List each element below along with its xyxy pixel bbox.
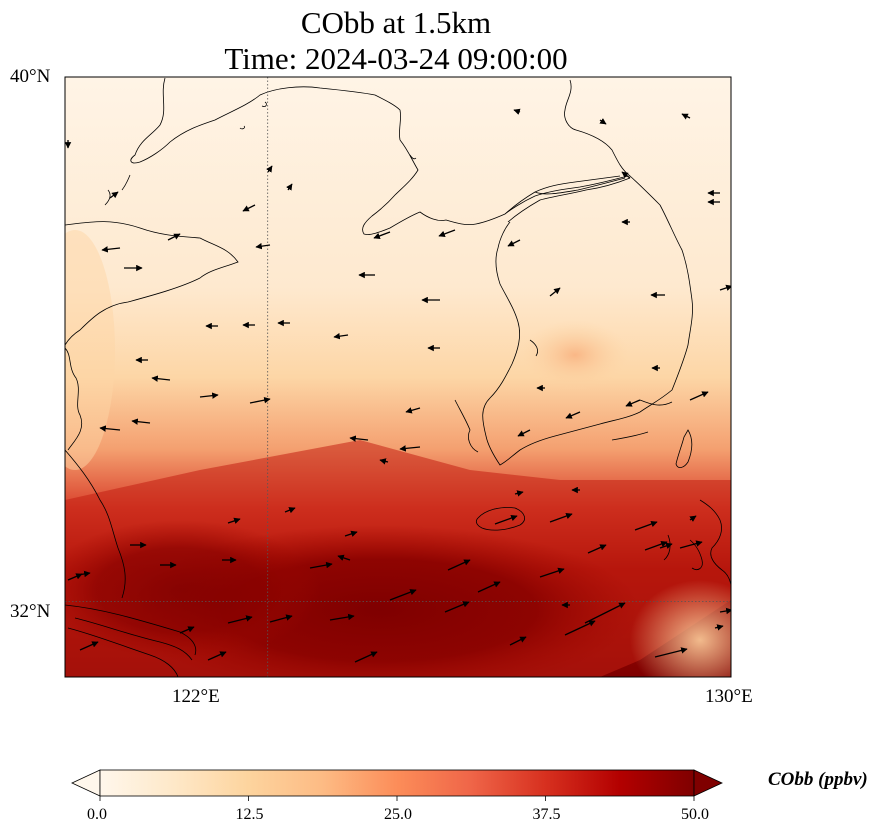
wind-arrow: [101, 246, 121, 253]
wind-arrow: [584, 602, 626, 624]
cobb-plume-core-west: [65, 520, 320, 660]
colorbar-label: CObb (ppbv): [768, 769, 868, 790]
wind-arrow: [329, 613, 355, 621]
wind-arrow: [689, 391, 709, 401]
wind-arrow: [379, 458, 389, 465]
wind-arrow: [151, 375, 171, 382]
colorbar-tick-label: 50.0: [681, 806, 709, 823]
wind-arrow: [131, 418, 151, 425]
wind-arrow: [249, 396, 271, 404]
lon-tick-label-122e: 122°E: [172, 686, 220, 707]
wind-arrow: [266, 165, 273, 173]
wind-arrow: [514, 490, 524, 497]
wind-arrow: [477, 581, 501, 593]
cobb-east-light: [630, 580, 731, 677]
wind-arrow: [337, 554, 351, 561]
wind-arrow: [679, 540, 703, 549]
wind-arrow: [517, 429, 531, 437]
wind-arrow: [399, 445, 421, 452]
wind-arrow: [599, 118, 607, 125]
colorbar-tick-label: 37.5: [532, 806, 561, 823]
wind-arrow: [621, 171, 631, 179]
wind-arrow: [509, 636, 527, 646]
wind-arrow: [634, 520, 658, 531]
wind-arrow: [654, 647, 688, 658]
wind-arrow: [255, 242, 271, 250]
wind-arrow: [242, 204, 256, 212]
wind-arrow: [644, 540, 668, 551]
wind-arrow: [513, 108, 521, 115]
wind-arrow: [565, 411, 581, 419]
colorbar-ticks: [99, 796, 695, 801]
colorbar-gradient: [99, 769, 695, 797]
wind-arrow: [681, 113, 691, 120]
wind-arrow: [227, 517, 241, 524]
wind-arrow: [389, 589, 417, 601]
wind-arrow: [286, 183, 293, 191]
wind-arrow: [625, 399, 641, 407]
map-gridlines: [65, 77, 731, 677]
wind-arrow: [269, 614, 293, 623]
wind-arrow: [349, 435, 369, 442]
wind-arrow: [587, 544, 607, 554]
wind-arrow: [227, 615, 253, 624]
wind-arrow: [405, 407, 421, 414]
colorbar-extend-max: [693, 769, 723, 797]
colorbar-tick-label: 25.0: [384, 806, 412, 823]
wind-arrow: [284, 507, 296, 514]
wind-arrow: [719, 607, 731, 615]
cobb-hotspot: [520, 320, 630, 390]
wind-arrow: [564, 620, 596, 636]
lat-tick-label-32n: 32°N: [10, 601, 51, 622]
wind-arrow: [719, 284, 731, 291]
lat-tick-label-40n: 40°N: [10, 66, 51, 87]
lon-tick-label-130e: 130°E: [705, 686, 753, 707]
wind-arrow: [179, 626, 195, 634]
wind-arrow: [199, 392, 219, 399]
coastlines: [65, 77, 731, 677]
colorbar-tick-label: 12.5: [235, 806, 264, 823]
cobb-west-light: [65, 230, 115, 470]
wind-arrow: [494, 514, 518, 525]
wind-arrow: [444, 601, 470, 613]
colorbar: [71, 769, 723, 801]
wind-arrow: [447, 559, 471, 571]
wind-arrow: [344, 530, 358, 537]
wind-arrow: [689, 515, 697, 522]
wind-arrow: [109, 191, 119, 199]
wind-arrow: [714, 624, 724, 631]
wind-vectors: [65, 108, 731, 663]
wind-arrow: [549, 512, 573, 523]
colorbar-tick-label: 0.0: [87, 806, 107, 823]
wind-arrow: [333, 332, 349, 340]
wind-arrow: [207, 651, 227, 661]
map-frame: [64, 76, 732, 678]
wind-arrow: [373, 231, 391, 239]
wind-arrow: [79, 641, 99, 651]
map-figure: [64, 76, 732, 678]
wind-arrow: [77, 570, 91, 578]
wind-arrow: [354, 651, 378, 663]
wind-arrow: [549, 287, 561, 297]
wind-arrow: [309, 561, 333, 569]
wind-arrow: [167, 233, 181, 241]
wind-arrow: [659, 542, 673, 549]
map-title-time: Time: 2024-03-24 09:00:00: [224, 41, 568, 76]
map-title-variable: CObb at 1.5km: [300, 5, 492, 40]
wind-arrow: [99, 425, 121, 432]
wind-arrow: [539, 567, 565, 578]
wind-arrow: [507, 239, 521, 247]
colorbar-extend-min: [71, 769, 101, 797]
wind-arrow: [438, 229, 456, 237]
